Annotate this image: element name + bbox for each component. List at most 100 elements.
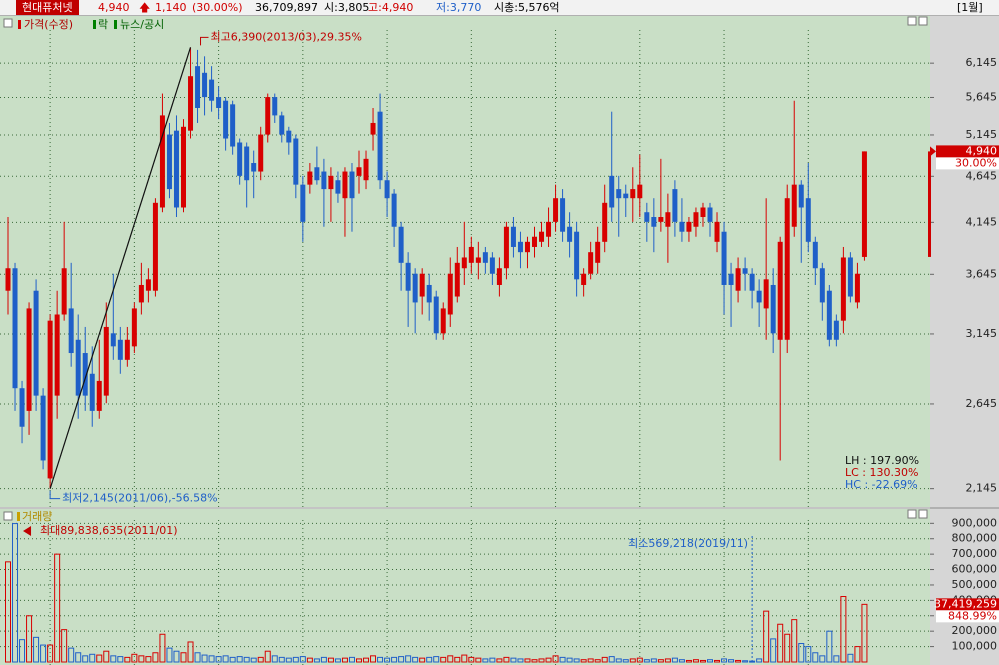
volume-bar [699, 659, 706, 663]
max-annotation: 최대89,838,635(2011/01) [40, 524, 178, 537]
volume-bar [159, 633, 166, 663]
candle-body [714, 221, 720, 242]
candle-body [370, 122, 376, 135]
volume-bar [650, 658, 657, 663]
candle-body [560, 198, 566, 232]
volume-bar [833, 655, 840, 663]
candle-body [202, 72, 208, 98]
candle-body [5, 268, 11, 291]
volume-bar [356, 658, 362, 663]
volume-bar [524, 658, 531, 663]
volume-bar [384, 657, 391, 663]
volume-bar [320, 656, 327, 663]
y-tick-label: 100,000 [952, 640, 998, 653]
candle-body [47, 320, 53, 479]
candle-body [756, 290, 762, 303]
candle-body [110, 333, 116, 347]
volume-bar [636, 657, 643, 663]
panel-button[interactable] [918, 16, 928, 26]
volume-bar [222, 655, 229, 663]
legend-label: 거래량 [22, 510, 52, 523]
candle-body [546, 221, 552, 237]
volume-bar [33, 636, 40, 663]
stock-name[interactable]: 현대퓨처넷 [16, 0, 79, 15]
volume-bar [152, 652, 159, 663]
volume-bar [363, 657, 370, 663]
market-cap: 시총:5,576억 [494, 1, 560, 14]
volume-bar [742, 660, 749, 663]
candle-body [763, 279, 769, 309]
candle-body [777, 241, 783, 340]
stat-label: HC : -22.69% [845, 478, 918, 491]
candle-body [679, 221, 685, 232]
y-tick-label: 200,000 [952, 624, 998, 637]
candle-body [826, 290, 832, 340]
candle-body [19, 388, 25, 427]
candle-body [798, 184, 804, 208]
high-annotation: 최고6,390(2013/03),29.35% [211, 30, 362, 43]
legend-swatch [93, 20, 96, 29]
volume-bar [721, 658, 728, 663]
panel-button[interactable] [907, 16, 917, 26]
candle-body [630, 189, 636, 199]
volume-bar [812, 652, 819, 663]
low-annotation: 최저2,145(2011/06),-56.58% [62, 492, 217, 505]
volume-bar [68, 647, 75, 663]
panel-button[interactable] [3, 511, 13, 521]
volume-bar [468, 656, 475, 663]
candle-body [419, 273, 425, 297]
candle-body [588, 252, 594, 274]
volume-bar [61, 629, 68, 663]
volume-bar [861, 603, 868, 663]
candle-body [539, 231, 545, 242]
volume-bar [447, 655, 454, 663]
volume-bar [440, 656, 447, 663]
volume-bar [826, 630, 833, 663]
candle-body [321, 171, 327, 190]
candle-body [89, 373, 95, 411]
candle-body [574, 231, 580, 280]
candle-body [145, 279, 151, 291]
volume-bar [517, 658, 524, 663]
volume-bar [847, 653, 854, 663]
volume-bar [110, 655, 117, 663]
y-tick-label: 4,145 [966, 215, 998, 228]
candle-body [770, 284, 776, 334]
panel-button[interactable] [3, 18, 13, 28]
volume-bar [391, 656, 398, 663]
panel-button[interactable] [918, 509, 928, 519]
candle-body [117, 339, 123, 360]
candle-body [265, 97, 271, 135]
candle-body [82, 353, 88, 396]
volume-bar [412, 656, 419, 663]
volume-bar [180, 652, 187, 663]
period[interactable]: [1월] [957, 1, 983, 14]
y-tick-label: 800,000 [952, 532, 998, 545]
volume-bar [173, 650, 180, 663]
candle-body [489, 257, 495, 274]
candle-body [861, 151, 867, 257]
last-change-box [936, 157, 999, 170]
candle-body [272, 97, 278, 116]
candle-body [847, 257, 853, 297]
volume-bar [461, 654, 468, 663]
candle-body [812, 241, 818, 269]
candle-body [686, 221, 692, 232]
candle-body [553, 198, 559, 222]
candle-body [61, 268, 67, 315]
candle-body [138, 284, 144, 303]
volume-bar [299, 656, 306, 663]
volume-bar [398, 656, 405, 663]
trend-line [49, 47, 192, 489]
volume-bar [735, 659, 742, 663]
candle-body [602, 202, 608, 242]
candle-body [609, 175, 615, 208]
volume-bar [496, 658, 503, 663]
panel-button[interactable] [907, 509, 917, 519]
volume-bar [166, 647, 173, 663]
y-tick-label: 2,645 [966, 397, 998, 410]
candle-body [616, 189, 622, 199]
volume-bar [763, 610, 770, 663]
volume-bar [728, 659, 735, 663]
